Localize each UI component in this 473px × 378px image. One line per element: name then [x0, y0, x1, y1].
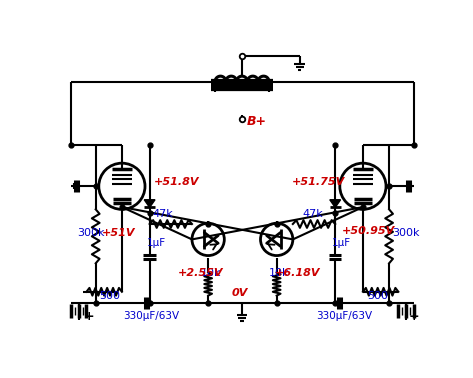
Text: +: + [83, 310, 94, 323]
Text: 500: 500 [99, 291, 120, 302]
Text: 300k: 300k [77, 228, 105, 238]
Text: +51V: +51V [102, 228, 135, 238]
Text: 330μF/63V: 330μF/63V [123, 311, 180, 321]
Text: +6.18V: +6.18V [274, 268, 320, 278]
Text: 1μF: 1μF [147, 237, 166, 248]
Text: 47k: 47k [303, 209, 324, 219]
Text: +51.75V: +51.75V [292, 177, 345, 187]
Text: 500: 500 [367, 291, 388, 302]
Text: +: + [409, 310, 420, 323]
Text: B+: B+ [246, 115, 267, 128]
Text: 300k: 300k [392, 228, 420, 238]
Text: 10k: 10k [269, 268, 289, 278]
Text: 0V: 0V [231, 288, 248, 297]
Text: 330μF/63V: 330μF/63V [316, 311, 372, 321]
Polygon shape [330, 200, 341, 208]
Polygon shape [144, 200, 155, 208]
Text: +51.8V: +51.8V [153, 177, 199, 187]
Text: 47k: 47k [152, 209, 173, 219]
Text: +50.95V: +50.95V [342, 226, 394, 236]
Text: 10k: 10k [201, 268, 221, 278]
Text: 1μF: 1μF [332, 237, 351, 248]
Text: +2.55V: +2.55V [177, 268, 223, 278]
